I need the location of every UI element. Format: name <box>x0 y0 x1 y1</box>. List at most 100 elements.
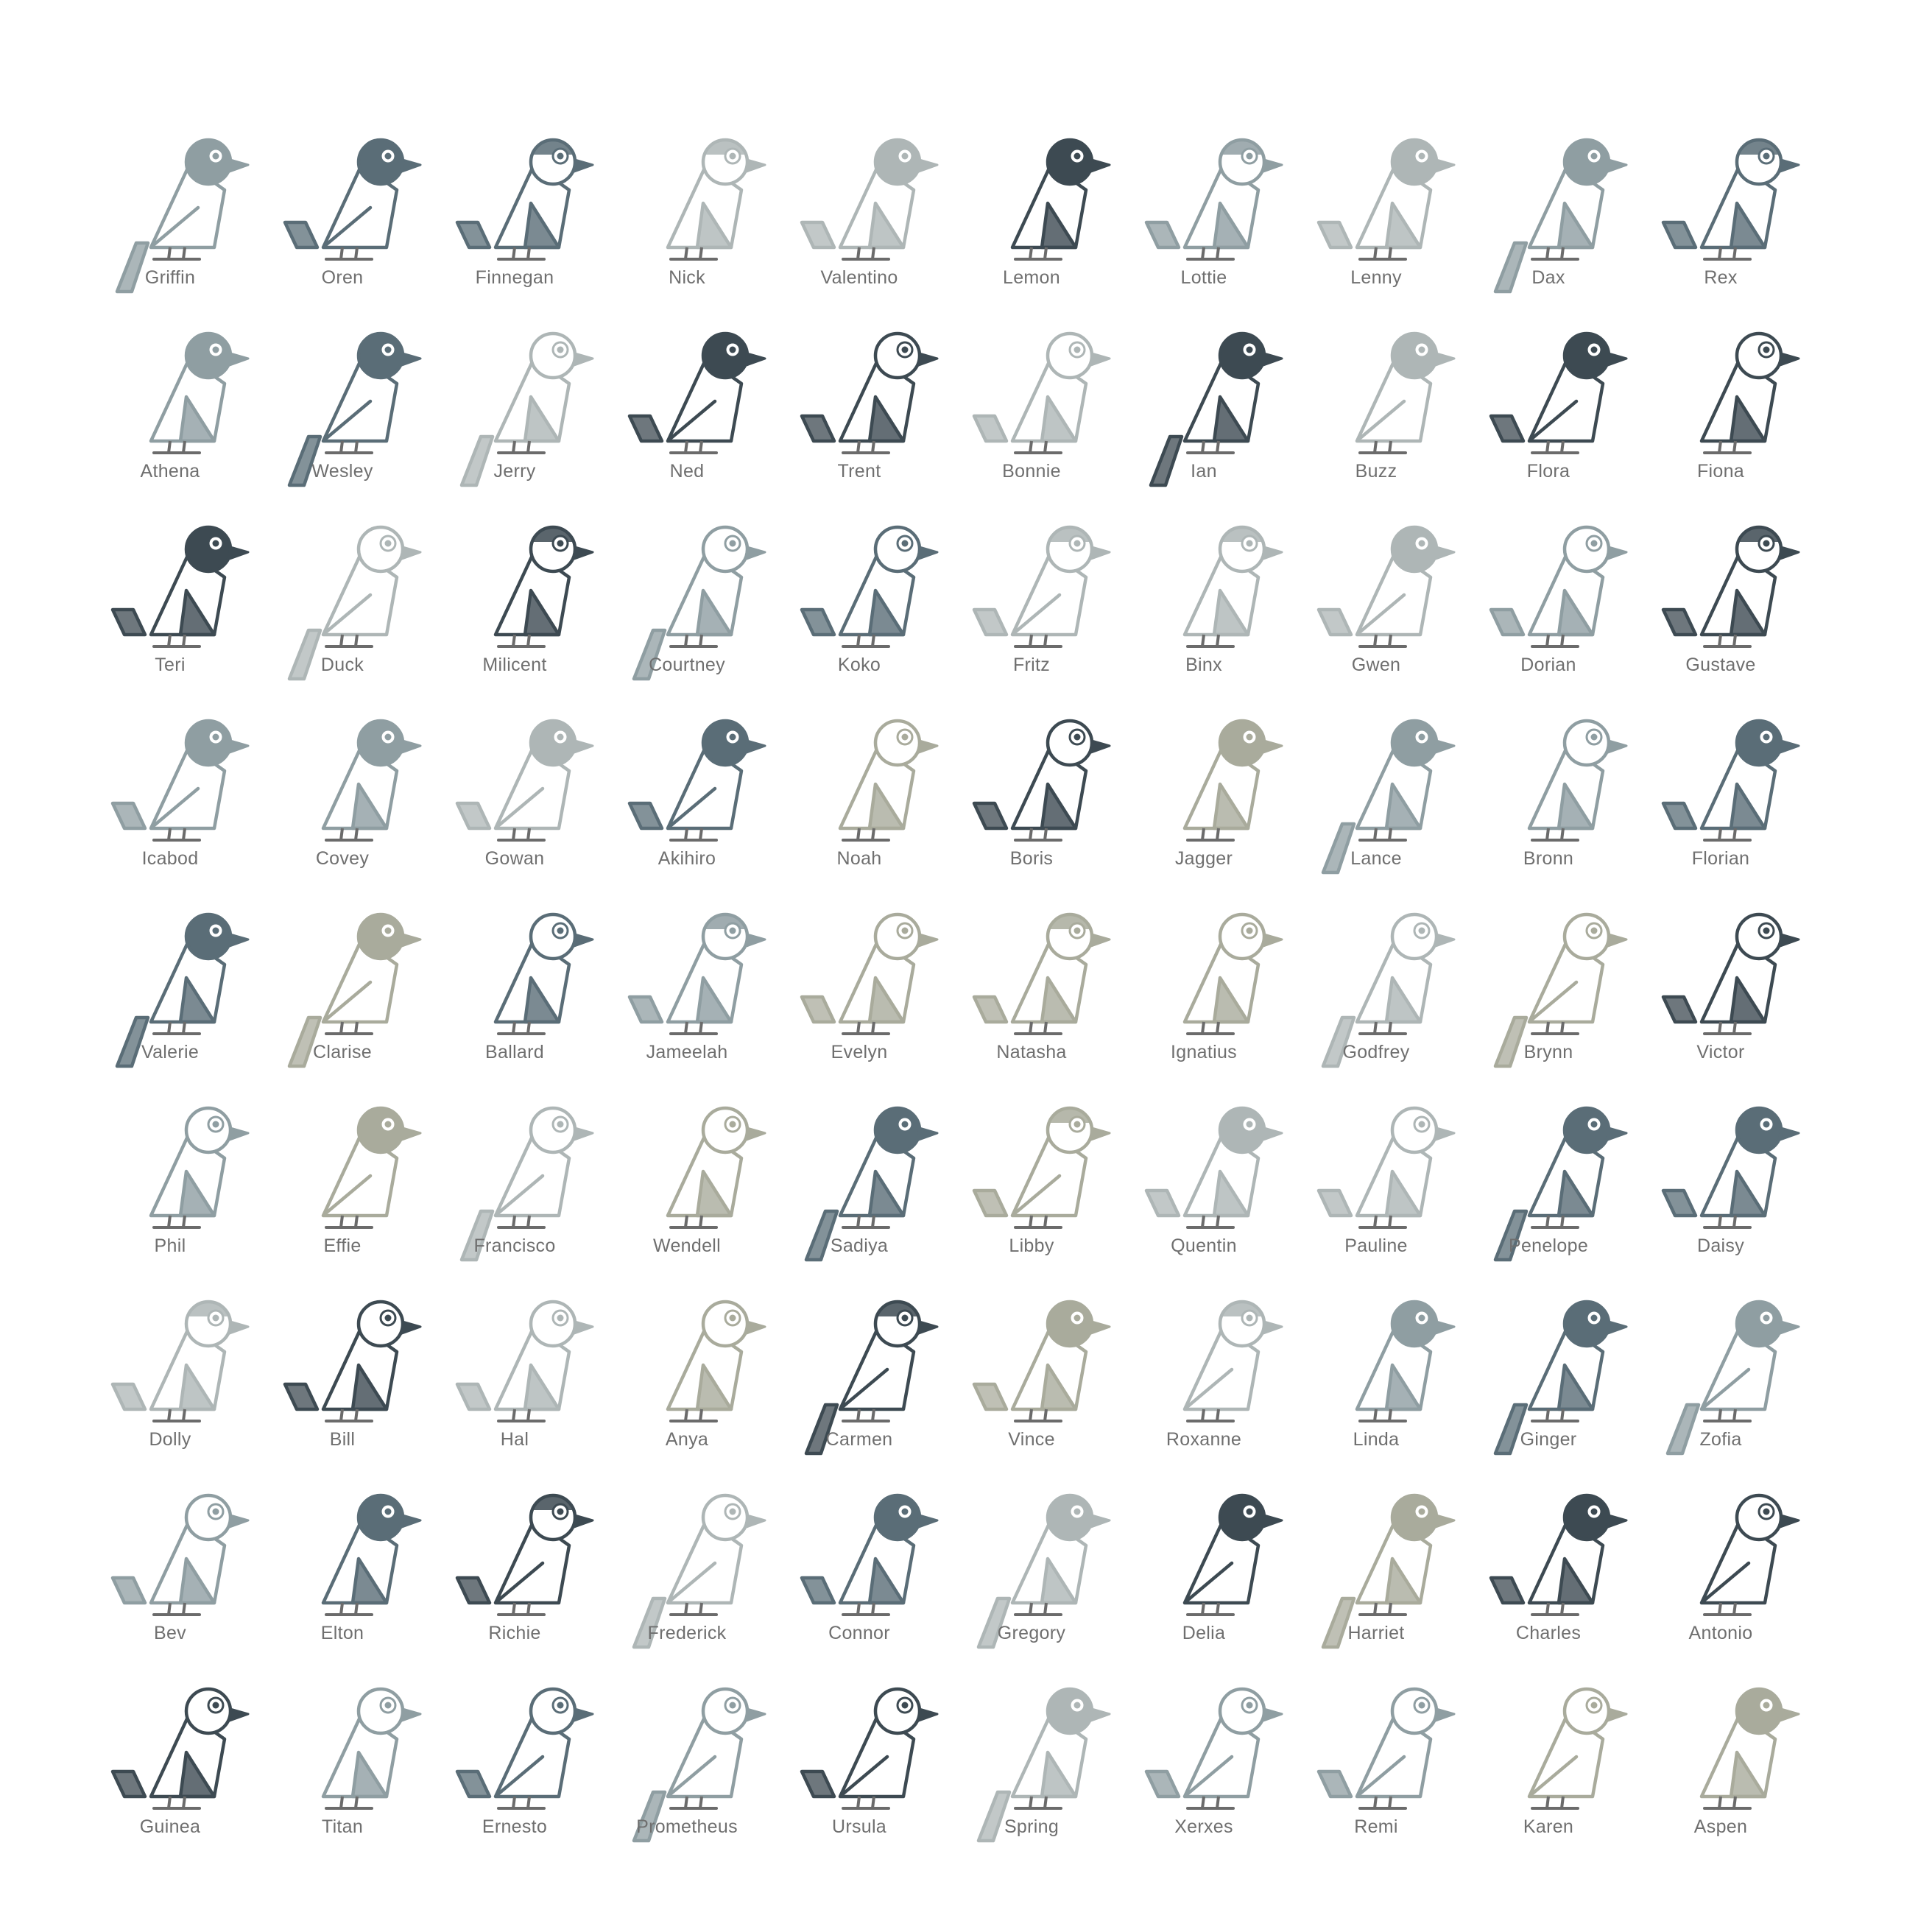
bird-name: Valentino <box>820 267 898 288</box>
bird-leg <box>1216 1021 1220 1034</box>
bird-name: Xerxes <box>1174 1816 1233 1837</box>
bird-card: Lenny <box>1313 133 1484 325</box>
bird-wing <box>1384 201 1422 250</box>
bird-leg <box>1545 1021 1550 1034</box>
bird-wing <box>867 1556 906 1605</box>
bird-head <box>1735 719 1783 767</box>
bird-leg <box>182 1409 186 1422</box>
bird-pupil <box>212 733 219 741</box>
bird-name: Guinea <box>139 1816 201 1837</box>
bird-icon <box>321 1106 422 1229</box>
bird-leg <box>1560 828 1565 841</box>
bird-leg <box>354 634 359 647</box>
bird-pupil <box>1418 927 1425 934</box>
bird-pupil <box>384 1508 392 1515</box>
bird-wing-line <box>667 399 717 442</box>
bird-leg <box>1029 1021 1033 1034</box>
bird-head <box>184 525 233 574</box>
bird-head <box>356 1493 405 1542</box>
bird-head <box>1390 1493 1439 1542</box>
bird-card: Ballard <box>451 907 622 1100</box>
bird-card: Harriet <box>1313 1488 1484 1681</box>
bird-pupil <box>901 540 909 547</box>
bird-pupil <box>384 346 392 353</box>
bird-card: Wendell <box>624 1101 794 1294</box>
bird-card: Noah <box>796 713 967 906</box>
bird-name: Jagger <box>1174 848 1233 869</box>
bird-wing-line <box>322 399 373 442</box>
bird-icon <box>1182 912 1283 1035</box>
bird-pupil <box>1246 540 1253 547</box>
bird-head <box>529 719 577 767</box>
bird-pupil <box>1418 540 1425 547</box>
bird-name: Milicent <box>482 655 547 675</box>
bird-leg <box>1545 1796 1550 1809</box>
bird-wing <box>1384 1363 1422 1411</box>
bird-card: Florian <box>1657 713 1828 906</box>
bird-leg <box>339 828 344 841</box>
bird-leg <box>354 440 359 454</box>
bird-leg <box>684 1215 688 1228</box>
bird-icon <box>1527 1687 1628 1810</box>
bird-card: Delia <box>1140 1488 1311 1681</box>
bird-tail <box>1149 434 1184 487</box>
bird-leg <box>1718 1215 1722 1228</box>
bird-head <box>1735 1687 1783 1735</box>
bird-name: Covey <box>315 848 370 869</box>
bird-wing-line <box>1184 1367 1234 1410</box>
bird-leg <box>871 440 875 454</box>
bird-leg <box>1545 634 1550 647</box>
bird-wing <box>1040 1750 1078 1799</box>
bird-wing <box>1556 1169 1595 1218</box>
bird-pupil <box>1590 927 1598 934</box>
bird-tail <box>1493 241 1529 294</box>
bird-icon <box>1699 1493 1800 1616</box>
bird-wing <box>1556 1556 1595 1605</box>
bird-card: Gwen <box>1313 520 1484 713</box>
bird-tail <box>459 434 495 487</box>
bird-leg <box>699 634 703 647</box>
bird-leg <box>699 440 703 454</box>
bird-head <box>1735 912 1783 961</box>
bird-icon <box>666 1106 766 1229</box>
bird-card: Phil <box>107 1101 278 1294</box>
bird-wing <box>523 1363 561 1411</box>
bird-wing-line <box>322 980 373 1023</box>
bird-pupil <box>1590 1314 1598 1322</box>
bird-tail <box>972 414 1009 443</box>
bird-wing <box>1212 1169 1250 1218</box>
bird-card: Evelyn <box>796 907 967 1100</box>
bird-leg <box>1718 634 1722 647</box>
bird-pupil <box>557 1121 564 1128</box>
bird-head <box>529 1300 577 1348</box>
bird-icon <box>115 912 250 1068</box>
bird-leg <box>1388 440 1392 454</box>
bird-leg <box>1732 440 1737 454</box>
bird-wing <box>1212 588 1250 637</box>
bird-head <box>1562 331 1611 380</box>
bird-pupil <box>901 1121 909 1128</box>
bird-leg <box>1201 828 1205 841</box>
bird-leg <box>856 247 861 260</box>
bird-icon <box>283 138 422 261</box>
bird-head <box>1046 1687 1094 1735</box>
bird-leg <box>1216 1602 1220 1615</box>
bird-leg <box>1545 828 1550 841</box>
bird-name: Titan <box>321 1816 364 1837</box>
bird-tail <box>283 220 320 250</box>
bird-icon <box>1699 331 1800 454</box>
bird-name: Francisco <box>473 1235 556 1256</box>
bird-wing-line <box>1356 593 1406 635</box>
bird-leg <box>167 440 172 454</box>
bird-pupil <box>384 1314 392 1322</box>
bird-icon <box>972 331 1111 454</box>
bird-tail <box>627 801 664 831</box>
bird-icon <box>800 138 939 261</box>
bird-leg <box>1388 1021 1392 1034</box>
bird-leg <box>512 1021 516 1034</box>
bird-icon <box>1661 138 1800 261</box>
bird-tail <box>1316 1188 1353 1218</box>
bird-wing-line <box>1184 1755 1234 1797</box>
bird-pupil <box>1590 540 1598 547</box>
bird-tail <box>632 628 667 681</box>
